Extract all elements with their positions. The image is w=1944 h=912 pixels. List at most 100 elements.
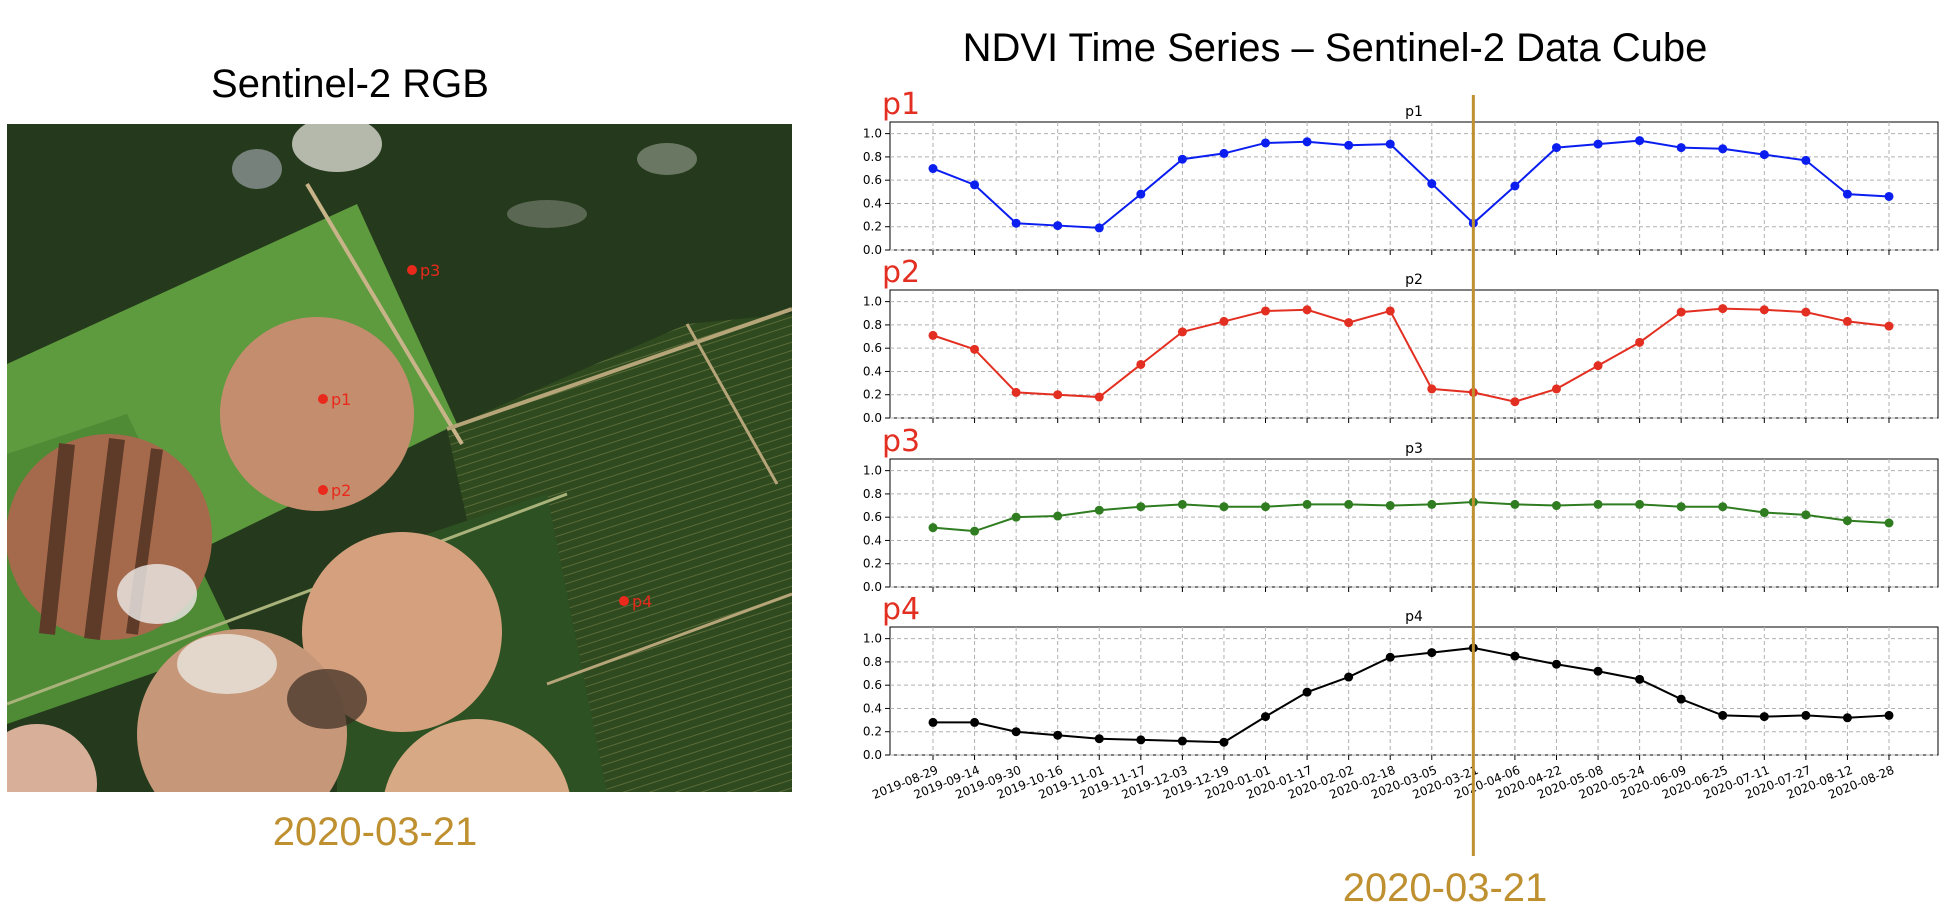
- data-point-p3: [1510, 499, 1520, 509]
- series-line-p4: [933, 646, 1890, 744]
- field-road-4: [685, 323, 779, 485]
- field-road-3: [546, 592, 792, 686]
- cloud-3: [177, 634, 277, 694]
- data-point-p4: [1344, 672, 1354, 682]
- data-point-p2: [970, 344, 980, 354]
- data-point-p1: [1427, 179, 1437, 189]
- point-label-p2: p2: [331, 481, 351, 500]
- data-point-p2: [1759, 305, 1769, 315]
- field-road-2: [446, 307, 792, 431]
- rgb-panel-title: Sentinel-2 RGB: [211, 62, 489, 106]
- sentinel2-rgb-image: p1 p2 p3 p4: [7, 124, 792, 792]
- data-point-p2: [1385, 306, 1395, 316]
- data-point-p4: [1011, 727, 1021, 737]
- y-tick-label: 0.6: [863, 678, 882, 692]
- series-line-p3: [932, 501, 1890, 533]
- data-point-p2: [1261, 306, 1271, 316]
- subplot-title-p4: p4: [1405, 609, 1423, 625]
- subplot-title-p3: p3: [1405, 441, 1423, 457]
- point-label-p4: p4: [632, 592, 652, 611]
- y-tick-label: 1.0: [863, 464, 882, 478]
- panel-label-p4: p4: [882, 592, 920, 627]
- field-road-1: [305, 182, 464, 446]
- data-point-p3: [1635, 499, 1645, 509]
- data-point-p3: [1593, 499, 1603, 509]
- data-point-p3: [1801, 510, 1811, 520]
- data-point-p2: [1718, 304, 1728, 314]
- panel-label-p2: p2: [882, 255, 920, 290]
- data-point-p3: [1718, 502, 1728, 512]
- data-point-p3: [1884, 518, 1894, 528]
- y-tick-label: 0.0: [863, 580, 882, 594]
- data-point-p1: [1635, 136, 1645, 146]
- data-point-p2: [1884, 321, 1894, 331]
- data-point-p1: [1053, 221, 1063, 231]
- y-tick-label: 0.8: [863, 150, 882, 164]
- data-point-p3: [1302, 499, 1312, 509]
- y-tick-label: 0.0: [863, 243, 882, 257]
- data-point-p2: [1676, 307, 1686, 317]
- panel-p2: p20.00.20.40.60.81.0p2: [863, 255, 1939, 425]
- data-point-p3: [928, 523, 938, 533]
- data-point-p4: [1551, 659, 1561, 669]
- y-tick-label: 0.4: [863, 364, 882, 378]
- data-point-p3: [1219, 502, 1229, 512]
- y-tick-label: 0.8: [863, 655, 882, 669]
- y-tick-label: 0.6: [863, 173, 882, 187]
- y-tick-label: 0.4: [863, 701, 882, 715]
- y-tick-label: 0.2: [863, 725, 882, 739]
- point-marker-p1: [318, 394, 328, 404]
- data-point-p2: [1551, 384, 1561, 394]
- data-point-p1: [1510, 181, 1520, 191]
- data-point-p3: [1842, 516, 1852, 526]
- data-point-p4: [1759, 712, 1769, 722]
- data-point-p2: [1801, 307, 1811, 317]
- data-point-p1: [1593, 139, 1603, 149]
- data-point-p2: [1302, 305, 1312, 315]
- data-point-p3: [1177, 499, 1187, 509]
- rgb-date-label: 2020-03-21: [272, 810, 478, 854]
- point-markers: p1 p2 p3 p4: [318, 261, 652, 611]
- cloud-1: [292, 124, 382, 172]
- data-point-p2: [1510, 397, 1520, 407]
- data-point-p4: [928, 717, 938, 727]
- data-point-p1: [1551, 143, 1561, 153]
- data-point-p2: [1219, 316, 1229, 326]
- data-point-p4: [1510, 651, 1520, 661]
- y-tick-label: 0.2: [863, 388, 882, 402]
- data-point-p3: [1136, 502, 1146, 512]
- y-tick-label: 0.4: [863, 533, 882, 547]
- y-tick-label: 0.6: [863, 341, 882, 355]
- data-point-p1: [1676, 143, 1686, 153]
- data-point-p1: [1177, 154, 1187, 164]
- data-point-p1: [928, 164, 938, 174]
- point-label-p3: p3: [420, 261, 440, 280]
- point-label-p1: p1: [331, 390, 351, 409]
- timeseries-panel-title: NDVI Time Series – Sentinel-2 Data Cube: [962, 26, 1708, 70]
- data-point-p1: [1842, 189, 1852, 199]
- data-point-p3: [1011, 512, 1021, 522]
- panel-p4: p40.00.20.40.60.81.0p4: [863, 592, 1939, 762]
- data-point-p3: [1759, 508, 1769, 518]
- data-point-p4: [1427, 648, 1437, 658]
- panel-label-p1: p1: [882, 87, 920, 122]
- data-point-p1: [1718, 144, 1728, 154]
- data-point-p1: [1884, 191, 1894, 201]
- data-point-p3: [1094, 505, 1104, 515]
- data-point-p4: [1635, 674, 1645, 684]
- data-point-p1: [1302, 137, 1312, 147]
- data-point-p2: [1593, 361, 1603, 371]
- data-point-p4: [1302, 687, 1312, 697]
- data-point-p1: [1219, 148, 1229, 158]
- y-tick-label: 0.0: [863, 748, 882, 762]
- data-point-p2: [1427, 384, 1437, 394]
- data-point-p1: [1136, 189, 1146, 199]
- series-line-p1: [932, 139, 1890, 229]
- point-marker-p2: [318, 485, 328, 495]
- data-point-p1: [970, 180, 980, 190]
- pivot-stripe-1: [39, 443, 75, 635]
- series-line-p2: [932, 307, 1890, 403]
- y-tick-label: 0.2: [863, 557, 882, 571]
- y-tick-label: 1.0: [863, 127, 882, 141]
- y-tick-label: 1.0: [863, 295, 882, 309]
